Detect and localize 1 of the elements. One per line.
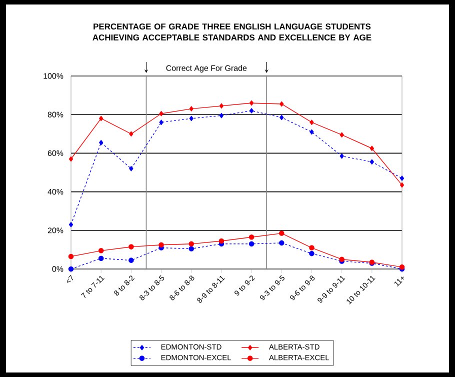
chart-title: PERCENTAGE OF GRADE THREE ENGLISH LANGUAGE STUDENTS ACHIEVING ACCEPTABLE STANDARDS AND EXCELLENCE BY AGE: [92, 24, 372, 40]
